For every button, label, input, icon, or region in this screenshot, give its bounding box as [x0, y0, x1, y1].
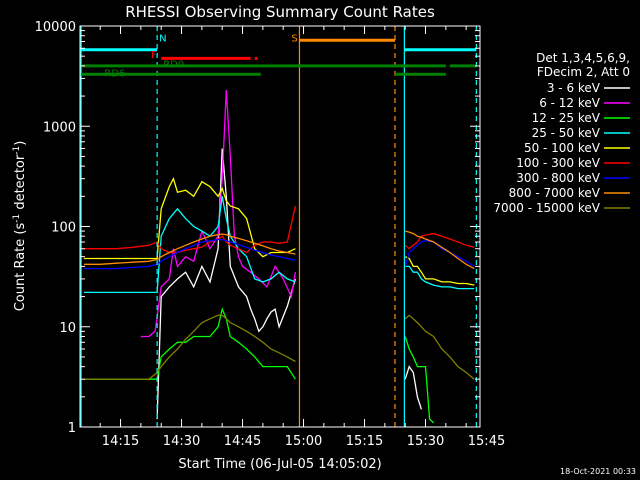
flag-label-f: F: [151, 50, 157, 61]
y-tick-label-0: 1: [68, 421, 76, 436]
legend-label-4: 50 - 100 keV: [524, 141, 601, 155]
x-tick-label-6: 15:45: [468, 434, 505, 449]
series-line-1-0: [140, 89, 297, 338]
chart-title: RHESSI Observing Summary Count Rates: [125, 3, 435, 21]
legend-header-2: FDecim 2, Att 0: [537, 65, 630, 79]
y-axis: 1 10 100 1000 10000: [35, 20, 480, 436]
legend: Det 1,3,4,5,6,9, FDecim 2, Att 0 3 - 6 k…: [493, 51, 630, 215]
y-tick-label-1: 10: [59, 321, 76, 336]
series-line-6-0: [83, 238, 296, 270]
y-label-mid: detector: [13, 154, 28, 214]
flag-label-rd6: RD6: [104, 68, 125, 79]
y-label-main: Count Rate (s: [13, 223, 28, 312]
series-line-0-1: [404, 365, 423, 410]
series-line-2-1: [404, 336, 435, 424]
vertical-lines-layer: [80, 26, 477, 427]
x-tick-label-5: 15:30: [407, 434, 444, 449]
x-tick-label-0: 14:15: [102, 434, 139, 449]
flag-label-n: N: [159, 34, 166, 45]
plot-timestamp: 18-Oct-2021 00:33: [560, 467, 636, 476]
y-axis-label: Count Rate (s-1 detector-1): [12, 141, 28, 312]
flag-label-s: S: [291, 34, 297, 45]
series-layer: [83, 89, 475, 424]
x-axis-label: Start Time (06-Jul-05 14:05:02): [178, 457, 381, 472]
series-line-5-1: [404, 232, 475, 250]
series-line-7-1: [405, 230, 475, 270]
legend-label-2: 12 - 25 keV: [532, 111, 601, 125]
series-line-7-0: [83, 233, 296, 265]
legend-label-8: 7000 - 15000 keV: [493, 201, 600, 215]
x-tick-label-1: 14:30: [163, 434, 200, 449]
series-line-3-1: [405, 265, 475, 290]
x-tick-label-2: 14:45: [224, 434, 261, 449]
y-label-end: ): [13, 141, 28, 146]
series-line-5-0: [83, 205, 297, 254]
series-line-8-1: [404, 314, 475, 380]
legend-label-3: 25 - 50 keV: [532, 126, 601, 140]
y-label-sup-2: -1: [12, 146, 22, 155]
series-line-8-0: [83, 314, 296, 380]
legend-label-0: 3 - 6 keV: [547, 81, 601, 95]
y-tick-label-2: 100: [51, 221, 76, 236]
series-line-4-1: [404, 256, 475, 286]
series-line-0-0: [156, 148, 297, 420]
x-tick-label-3: 15:00: [285, 434, 322, 449]
flag-label-rd0: RD0: [163, 60, 184, 71]
legend-label-7: 800 - 7000 keV: [509, 186, 601, 200]
legend-label-5: 100 - 300 keV: [516, 156, 600, 170]
legend-label-1: 6 - 12 keV: [539, 96, 601, 110]
y-tick-label-3: 1000: [43, 120, 76, 135]
x-tick-label-4: 15:15: [346, 434, 383, 449]
x-axis: 14:15 14:30 14:45 15:00 15:15 15:30 15:45: [99, 26, 505, 449]
series-line-6-1: [404, 240, 475, 267]
legend-header-1: Det 1,3,4,5,6,9,: [536, 51, 630, 65]
legend-label-6: 300 - 800 keV: [516, 171, 600, 185]
y-label-sup-1: -1: [12, 214, 22, 223]
y-tick-label-4: 10000: [35, 20, 76, 35]
series-line-4-0: [83, 176, 296, 260]
flags-layer: NF S RD0 RD6: [81, 34, 477, 79]
